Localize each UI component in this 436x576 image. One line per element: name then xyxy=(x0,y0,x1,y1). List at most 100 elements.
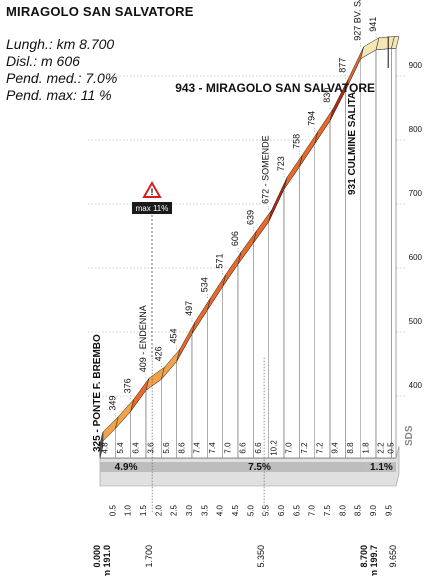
stat-max-gradient: Pend. max: 11 % xyxy=(6,87,112,103)
x-tick-label: 2.0 xyxy=(154,504,163,516)
gradient-label: 10.2 xyxy=(269,440,278,456)
x-tick-label: 5.0 xyxy=(246,504,255,516)
average-gradient-label: 1.1% xyxy=(370,462,393,473)
warning-triangle-icon xyxy=(142,180,162,198)
km-label: 8.700 xyxy=(359,545,369,568)
stat-length: Lungh.: km 8.700 xyxy=(6,36,115,52)
altitude-label: 941 xyxy=(368,17,378,32)
altitude-label: 376 xyxy=(123,378,133,393)
gradient-label: 5.6 xyxy=(162,442,171,454)
altitude-label: 571 xyxy=(215,254,225,269)
gradient-label: 7.0 xyxy=(223,442,232,454)
profile-segment xyxy=(391,48,397,459)
average-gradient-label: 4.9% xyxy=(115,462,138,473)
x-tick-label: 6.5 xyxy=(292,504,301,516)
profile-start-cap xyxy=(99,431,104,459)
gradient-label: 7.4 xyxy=(193,442,202,454)
average-band xyxy=(152,462,367,472)
average-gradient-label: 7.5% xyxy=(248,462,271,473)
profile-segment xyxy=(299,143,315,459)
average-band xyxy=(100,462,153,472)
x-tick-label: 7.0 xyxy=(308,504,317,516)
km-label: 5.350 xyxy=(256,545,266,568)
altitude-label: 723 xyxy=(276,156,286,171)
altitude-label: 534 xyxy=(199,277,209,292)
x-tick-label: 1.0 xyxy=(124,504,133,516)
km-label: 1.700 xyxy=(144,545,154,568)
x-tick-label: 2.5 xyxy=(170,504,179,516)
altitude-label: 349 xyxy=(107,396,117,411)
x-tick-label: 8.5 xyxy=(354,504,363,516)
altitude-label: 426 xyxy=(153,346,163,361)
profile-segment xyxy=(222,263,239,459)
warning-exclamation-icon: ! xyxy=(151,187,154,197)
gradient-label: 6.6 xyxy=(239,442,248,454)
gradient-label: 3.6 xyxy=(147,442,156,454)
altitude-label: 794 xyxy=(307,111,317,126)
sds-logo: SDS xyxy=(404,425,415,446)
summit-annotation: 931 CULMINE SALITA xyxy=(347,92,358,195)
km-label: km 199.7 xyxy=(369,545,379,576)
profile-segment xyxy=(314,119,331,459)
y-tick-label: 700 xyxy=(409,189,423,198)
altitude-label: 830 xyxy=(322,88,332,103)
max-badge xyxy=(132,202,172,214)
x-tick-label: 5.5 xyxy=(262,504,271,516)
gradient-label: 9.4 xyxy=(331,442,340,454)
summit-title: 943 - MIRAGOLO SAN SALVATORE xyxy=(175,81,375,95)
altitude-label: 877 xyxy=(337,58,347,73)
profile-segment xyxy=(253,221,269,459)
y-tick-label: 600 xyxy=(409,253,423,262)
profile-segment xyxy=(191,309,208,459)
altitude-label: 497 xyxy=(184,301,194,316)
y-tick-label: 800 xyxy=(409,125,423,134)
max-badge-label: max 11% xyxy=(136,204,169,213)
km-label: km 191.0 xyxy=(102,545,112,576)
profile-segment xyxy=(375,48,392,459)
x-tick-label: 3.0 xyxy=(185,504,194,516)
x-tick-label: 7.5 xyxy=(323,504,332,516)
altitude-label: 325 - PONTE F. BREMBO xyxy=(92,334,103,452)
x-tick-label: 3.5 xyxy=(200,504,209,516)
stat-average-gradient: Pend. med.: 7.0% xyxy=(6,70,118,86)
altitude-label: 758 xyxy=(291,134,301,149)
profile-segment xyxy=(237,242,254,459)
stat-elevation-gain: Disl.: m 606 xyxy=(6,53,80,69)
gradient-label: 5.4 xyxy=(116,442,125,454)
x-tick-label: 1.5 xyxy=(139,504,148,516)
x-tick-label: 9.5 xyxy=(384,504,393,516)
gradient-label: 7.2 xyxy=(315,442,324,454)
x-tick-label: 6.0 xyxy=(277,504,286,516)
altitude-label: 409 - ENDENNA xyxy=(138,305,148,372)
gradient-label: 0.5 xyxy=(387,442,396,454)
gradient-label: 7.4 xyxy=(208,442,217,454)
x-tick-label: 0.5 xyxy=(108,504,117,516)
gradient-label: 4.8 xyxy=(101,442,110,454)
altitude-label: 672 - SOMENDE xyxy=(261,135,271,204)
profile-segment xyxy=(268,189,285,459)
km-label: 0.000 xyxy=(92,545,102,568)
gradient-label: 7.0 xyxy=(285,442,294,454)
y-tick-label: 500 xyxy=(409,317,423,326)
profile-segment xyxy=(283,166,300,459)
route-title: MIRAGOLO SAN SALVATORE xyxy=(6,4,194,19)
gradient-label: 8.8 xyxy=(346,442,355,454)
altitude-label: 927 BV. SAN MARCO xyxy=(353,0,363,41)
y-tick-label: 400 xyxy=(409,381,423,390)
profile-top-segment xyxy=(391,36,400,49)
profile-segment xyxy=(360,49,377,459)
gradient-label: 2.2 xyxy=(377,442,386,454)
altitude-label: 606 xyxy=(230,231,240,246)
y-tick-label: 900 xyxy=(409,61,423,70)
climb-stats: Lungh.: km 8.700 Disl.: m 606 Pend. med.… xyxy=(6,36,117,104)
x-tick-label: 4.0 xyxy=(216,504,225,516)
gradient-label: 6.4 xyxy=(131,442,140,454)
gradient-label: 7.2 xyxy=(300,442,309,454)
altitude-label: 639 xyxy=(245,210,255,225)
gradient-label: 1.8 xyxy=(361,442,370,454)
gradient-label: 8.6 xyxy=(177,442,186,454)
altitude-label: 454 xyxy=(169,328,179,343)
x-tick-label: 4.5 xyxy=(231,504,240,516)
x-tick-label: 8.0 xyxy=(338,504,347,516)
